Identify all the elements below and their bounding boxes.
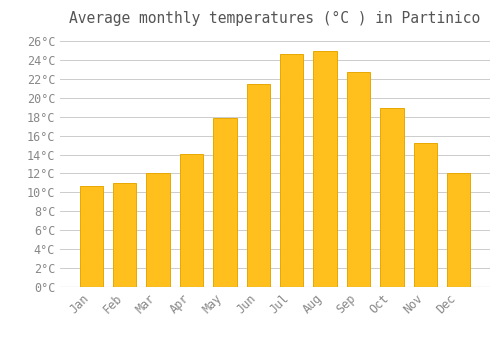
Bar	[180, 154, 203, 287]
Bar	[213, 118, 236, 287]
Bar	[447, 174, 470, 287]
Bar	[314, 51, 337, 287]
Bar	[380, 108, 404, 287]
Bar	[414, 143, 437, 287]
Title: Average monthly temperatures (°C ) in Partinico: Average monthly temperatures (°C ) in Pa…	[70, 11, 480, 26]
Bar	[246, 84, 270, 287]
Bar	[280, 54, 303, 287]
Bar	[347, 72, 370, 287]
Bar	[80, 186, 103, 287]
Bar	[113, 183, 136, 287]
Bar	[146, 174, 170, 287]
